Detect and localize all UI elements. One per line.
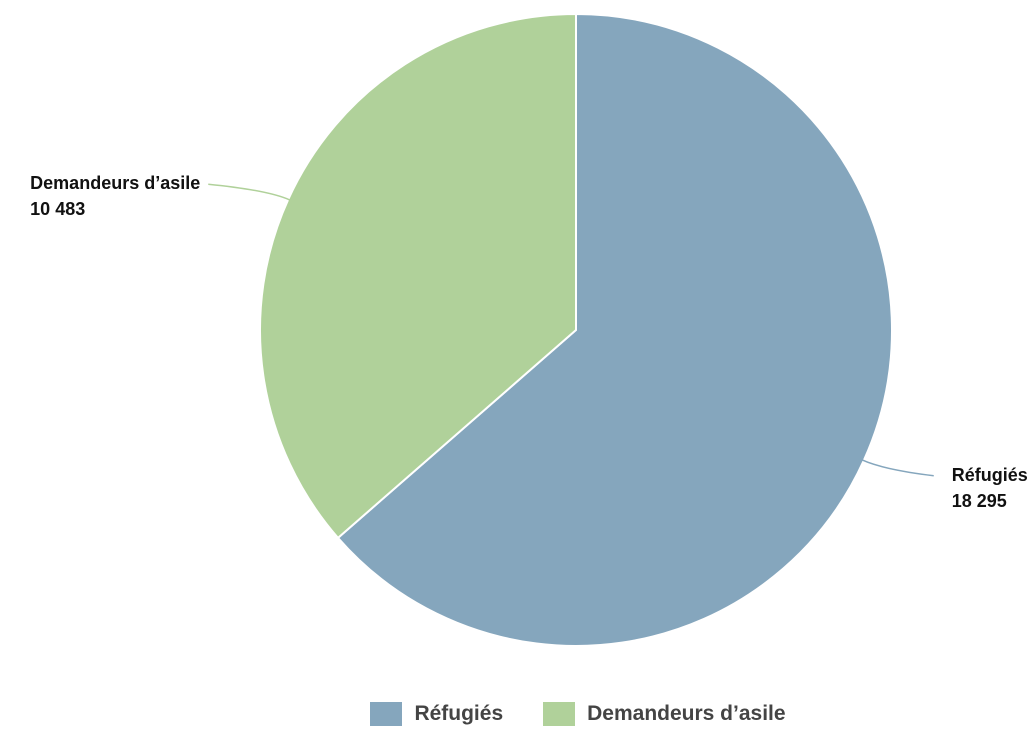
legend-swatch-demandeurs-dasile — [543, 702, 576, 726]
slice-label-value-0: 18 295 — [952, 491, 1007, 511]
slice-labels: Réfugiés 18 295 Demandeurs d’asile 10 483 — [30, 173, 1028, 511]
legend-label-demandeurs-dasile: Demandeurs d’asile — [587, 702, 786, 725]
legend: Réfugiés Demandeurs d’asile — [0, 702, 1036, 726]
connector-line-0 — [861, 459, 934, 477]
slice-label-name-0: Réfugiés — [952, 465, 1028, 485]
connector-line-1 — [208, 183, 291, 201]
pie-slices — [259, 13, 893, 647]
slice-label-value-1: 10 483 — [30, 199, 85, 219]
legend-item-refugies[interactable]: Réfugiés — [370, 702, 503, 726]
legend-item-demandeurs-dasile[interactable]: Demandeurs d’asile — [543, 702, 786, 726]
slice-label-name-1: Demandeurs d’asile — [30, 173, 200, 193]
legend-label-refugies: Réfugiés — [414, 702, 504, 725]
legend-swatch-refugies — [370, 702, 403, 726]
pie-chart: Réfugiés 18 295 Demandeurs d’asile 10 483 — [30, 13, 1028, 647]
